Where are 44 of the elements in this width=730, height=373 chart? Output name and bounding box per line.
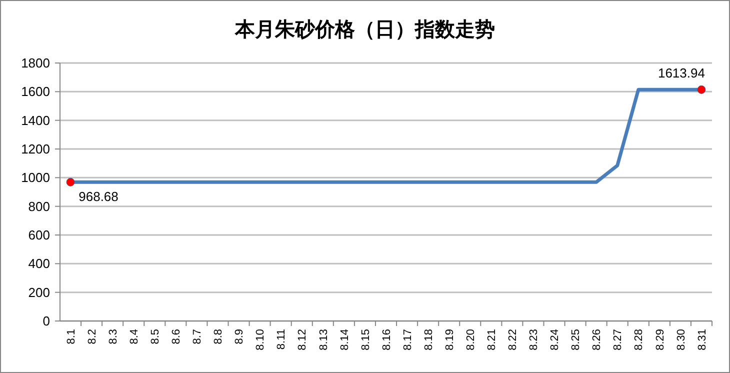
- x-tick-label: 8.5: [149, 329, 162, 344]
- x-tick-label: 8.20: [464, 329, 477, 350]
- x-tick-label: 8.16: [380, 329, 393, 350]
- x-tick-label: 8.7: [192, 329, 204, 344]
- x-tick-label: 8.9: [234, 329, 246, 344]
- x-tick-label: 8.14: [338, 329, 351, 350]
- x-tick-label: 8.27: [612, 329, 624, 350]
- y-tick-label: 600: [28, 228, 50, 243]
- x-tick-label: 8.31: [696, 329, 708, 350]
- y-tick-label: 1600: [21, 84, 50, 100]
- y-tick-label: 200: [28, 284, 50, 300]
- x-tick-label: 8.17: [402, 329, 414, 350]
- y-tick-label: 0: [42, 314, 50, 329]
- x-tick-label: 8.11: [276, 329, 288, 350]
- y-tick-label: 800: [28, 198, 50, 214]
- y-tick-label: 1000: [21, 170, 50, 186]
- chart-title: 本月朱砂价格（日）指数走势: [234, 17, 495, 41]
- x-tick-label: 8.4: [128, 329, 140, 344]
- x-tick-label: 8.22: [507, 329, 520, 350]
- data-label: 968.68: [78, 189, 118, 204]
- x-tick-label: 8.1: [65, 329, 78, 344]
- x-tick-label: 8.2: [86, 329, 98, 344]
- x-tick-label: 8.28: [633, 329, 646, 350]
- x-tick-label: 8.24: [549, 329, 562, 350]
- x-tick-label: 8.13: [318, 329, 330, 350]
- x-tick-label: 8.12: [296, 329, 309, 350]
- x-tick-label: 8.26: [591, 329, 604, 350]
- y-tick-label: 1400: [21, 112, 50, 128]
- x-tick-label: 8.30: [675, 329, 688, 350]
- x-tick-label: 8.25: [570, 329, 582, 350]
- data-label: 1613.94: [658, 66, 705, 81]
- y-tick-label: 1800: [21, 56, 50, 71]
- x-tick-label: 8.10: [254, 329, 267, 350]
- x-tick-label: 8.8: [212, 329, 225, 344]
- x-tick-label: 8.3: [107, 329, 120, 344]
- x-tick-label: 8.19: [444, 329, 456, 350]
- x-tick-label: 8.15: [360, 329, 372, 350]
- x-tick-label: 8.23: [528, 329, 540, 350]
- y-tick-label: 400: [28, 256, 50, 272]
- x-tick-label: 8.29: [654, 329, 666, 350]
- y-tick-label: 1200: [21, 142, 50, 157]
- x-tick-label: 8.21: [486, 329, 498, 350]
- x-tick-label: 8.6: [170, 329, 183, 344]
- x-tick-label: 8.18: [422, 329, 435, 350]
